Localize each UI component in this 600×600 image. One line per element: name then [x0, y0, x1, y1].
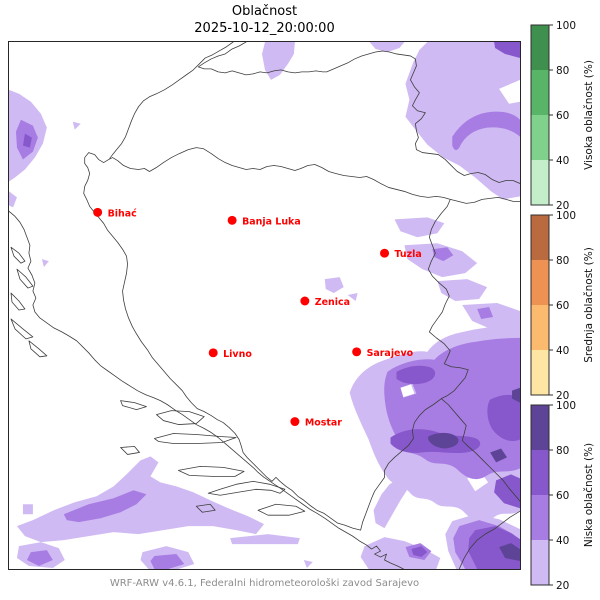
- colorbar-mid-tickmarks: [549, 214, 553, 396]
- tick-label: 60: [556, 300, 569, 312]
- attribution-footer: WRF-ARW v4.6.1, Federalni hidrometeorolo…: [109, 578, 420, 589]
- colorbar-mid-segment-20-40: [531, 350, 549, 395]
- tick-label: 20: [556, 200, 569, 212]
- city-marker-livno: [208, 348, 218, 358]
- colorbar-high-segment-60-80: [531, 70, 549, 115]
- colorbar-mid-segment-40-60: [531, 305, 549, 350]
- border-montenegro-serbia: [440, 398, 520, 502]
- colorbar-low-clouds: 20 40 60 80 100 Niska oblačnost (%): [529, 401, 600, 593]
- border-montenegro-albania: [458, 510, 520, 569]
- tick-label: 100: [556, 21, 576, 32]
- colorbar-high-segment-40-60: [531, 115, 549, 160]
- title-line-variable: Oblačnost: [231, 4, 298, 19]
- islands: [10, 246, 306, 516]
- city-marker-banja-luka: [227, 215, 237, 225]
- city-label-sarajevo: Sarajevo: [367, 348, 414, 359]
- colorbar-mid-segment-80-100: [531, 215, 549, 260]
- colorbar-high-axis-label: Visoka oblačnost (%): [583, 60, 595, 170]
- colorbar-low-axis-label: Niska oblačnost (%): [583, 443, 595, 547]
- city-label-mostar: Mostar: [305, 418, 342, 429]
- city-label-tuzla: Tuzla: [394, 249, 421, 260]
- city-label-banja-luka: Banja Luka: [242, 216, 301, 227]
- city-label-zenica: Zenica: [315, 297, 350, 308]
- colorbar-low-segment-20-40: [531, 540, 549, 585]
- colorbar-low-tickmarks: [549, 404, 553, 586]
- tick-label: 100: [556, 401, 576, 412]
- colorbar-high-tickmarks: [549, 24, 553, 206]
- map-axes-frame: Bihać Banja Luka Tuzla Zenica Livno Sara…: [8, 41, 521, 570]
- tick-label: 100: [556, 211, 576, 222]
- city-markers: Bihać Banja Luka Tuzla Zenica Livno Sara…: [93, 207, 422, 429]
- city-label-bihac: Bihać: [108, 208, 138, 219]
- city-marker-tuzla: [380, 248, 390, 258]
- colorbar-low-segment-80-100: [531, 405, 549, 450]
- tick-label: 80: [556, 255, 569, 267]
- city-label-livno: Livno: [223, 349, 252, 360]
- colorbar-high-segment-80-100: [531, 25, 549, 70]
- tick-label: 20: [556, 390, 569, 402]
- coastline-adriatic: [9, 210, 404, 569]
- country-borders: [9, 42, 520, 569]
- tick-label: 40: [556, 535, 569, 547]
- city-marker-zenica: [300, 296, 310, 306]
- tick-label: 60: [556, 110, 569, 122]
- city-marker-mostar: [290, 417, 300, 427]
- tick-label: 20: [556, 580, 569, 592]
- map-canvas: Bihać Banja Luka Tuzla Zenica Livno Sara…: [9, 42, 520, 569]
- colorbar-high-clouds: 20 40 60 80 100 Visoka oblačnost (%): [529, 21, 600, 213]
- cloud-contours-low-darkest: [428, 387, 520, 562]
- tick-label: 60: [556, 490, 569, 502]
- tick-label: 40: [556, 155, 569, 167]
- colorbar-mid-segment-60-80: [531, 260, 549, 305]
- colorbar-low-segment-60-80: [531, 450, 549, 495]
- figure-title: Oblačnost 2025-10-12_20:00:00: [8, 4, 521, 38]
- city-marker-sarajevo: [352, 347, 362, 357]
- border-sava-serbia: [449, 197, 520, 204]
- border-drava-danube: [197, 42, 520, 184]
- tick-label: 40: [556, 345, 569, 357]
- colorbar-low-segment-40-60: [531, 495, 549, 540]
- tick-label: 80: [556, 65, 569, 77]
- colorbar-mid-axis-label: Srednja oblačnost (%): [583, 247, 595, 363]
- border-northwest-diagonal: [109, 42, 234, 159]
- city-marker-bihac: [93, 207, 103, 217]
- colorbar-mid-clouds: 20 40 60 80 100 Srednja oblačnost (%): [529, 211, 600, 403]
- tick-label: 80: [556, 445, 569, 457]
- colorbar-high-segment-20-40: [531, 160, 549, 205]
- title-line-timestamp: 2025-10-12_20:00:00: [194, 20, 335, 36]
